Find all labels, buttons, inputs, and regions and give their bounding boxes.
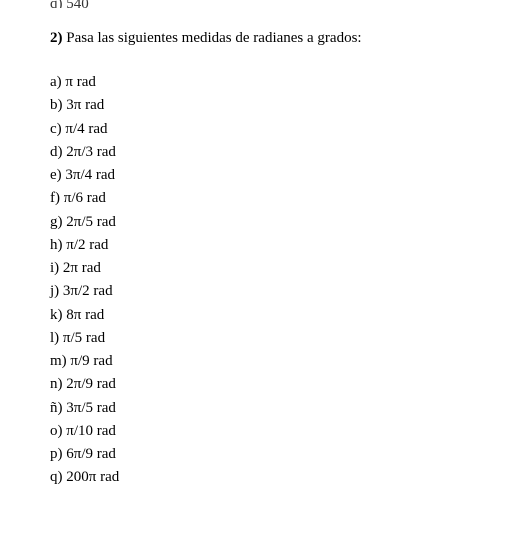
list-item: q) 200π rad	[50, 466, 467, 489]
truncated-text: q) 540	[50, 0, 89, 8]
item-value: 2π rad	[63, 260, 101, 276]
item-label: j)	[50, 283, 59, 299]
item-value: 3π/5 rad	[66, 400, 116, 416]
list-item: a) π rad	[50, 71, 467, 94]
item-label: k)	[50, 307, 63, 323]
item-label: d)	[50, 144, 63, 160]
question-header: 2) Pasa las siguientes medidas de radian…	[50, 30, 467, 47]
item-value: 3π rad	[66, 97, 104, 113]
item-label: g)	[50, 214, 63, 230]
list-item: p) 6π/9 rad	[50, 443, 467, 466]
item-value: 3π/4 rad	[65, 167, 115, 183]
list-item: c) π/4 rad	[50, 118, 467, 141]
question-prompt: Pasa las siguientes medidas de radianes …	[66, 30, 361, 46]
item-label: p)	[50, 446, 63, 462]
list-item: j) 3π/2 rad	[50, 280, 467, 303]
item-label: a)	[50, 74, 62, 90]
item-value: 3π/2 rad	[63, 283, 113, 299]
item-label: q)	[50, 469, 63, 485]
item-label: l)	[50, 330, 59, 346]
list-item: l) π/5 rad	[50, 327, 467, 350]
document-page: q) 540 2) Pasa las siguientes medidas de…	[0, 0, 517, 510]
item-label: o)	[50, 423, 63, 439]
item-value: 8π rad	[66, 307, 104, 323]
item-value: 200π rad	[66, 469, 119, 485]
list-item: f) π/6 rad	[50, 187, 467, 210]
item-value: π/4 rad	[65, 121, 107, 137]
item-label: f)	[50, 190, 60, 206]
list-item: h) π/2 rad	[50, 234, 467, 257]
list-item: i) 2π rad	[50, 257, 467, 280]
item-value: 2π/5 rad	[66, 214, 116, 230]
item-value: π/9 rad	[70, 353, 112, 369]
item-label: n)	[50, 376, 63, 392]
question-number: 2)	[50, 30, 63, 46]
prior-question-fragment: q) 540	[50, 0, 467, 8]
item-label: c)	[50, 121, 62, 137]
item-value: π/5 rad	[63, 330, 105, 346]
item-value: 2π/3 rad	[66, 144, 116, 160]
list-item: ñ) 3π/5 rad	[50, 397, 467, 420]
item-value: 2π/9 rad	[66, 376, 116, 392]
item-label: ñ)	[50, 400, 63, 416]
item-value: π/10 rad	[66, 423, 116, 439]
item-label: i)	[50, 260, 59, 276]
items-list: a) π rad b) 3π rad c) π/4 rad d) 2π/3 ra…	[50, 71, 467, 490]
item-label: b)	[50, 97, 63, 113]
list-item: k) 8π rad	[50, 304, 467, 327]
list-item: d) 2π/3 rad	[50, 141, 467, 164]
list-item: b) 3π rad	[50, 94, 467, 117]
item-value: 6π/9 rad	[66, 446, 116, 462]
item-label: m)	[50, 353, 67, 369]
list-item: e) 3π/4 rad	[50, 164, 467, 187]
list-item: o) π/10 rad	[50, 420, 467, 443]
list-item: m) π/9 rad	[50, 350, 467, 373]
list-item: n) 2π/9 rad	[50, 373, 467, 396]
item-label: e)	[50, 167, 62, 183]
item-label: h)	[50, 237, 63, 253]
list-item: g) 2π/5 rad	[50, 211, 467, 234]
item-value: π/2 rad	[66, 237, 108, 253]
item-value: π rad	[65, 74, 95, 90]
item-value: π/6 rad	[64, 190, 106, 206]
